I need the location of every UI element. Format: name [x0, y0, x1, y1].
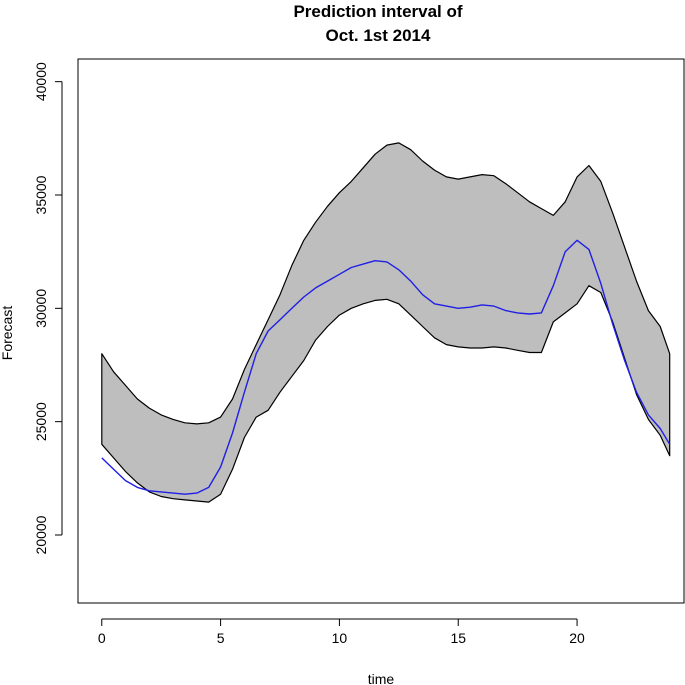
forecast-line — [101, 239, 671, 495]
x-tick-label: 15 — [450, 630, 466, 646]
y-tick-label: 35000 — [33, 175, 49, 214]
x-tick-label: 5 — [217, 630, 225, 646]
y-axis-label: Forecast — [0, 306, 15, 361]
plot-frame — [77, 58, 685, 604]
x-axis-label: time — [368, 671, 395, 685]
chart-title-line-2: Oct. 1st 2014 — [326, 26, 431, 45]
y-tick-label: 40000 — [33, 62, 49, 101]
y-tick-label: 25000 — [33, 402, 49, 441]
y-tick-label: 20000 — [33, 515, 49, 554]
y-tick-label: 30000 — [33, 289, 49, 328]
x-tick-label: 20 — [569, 630, 585, 646]
x-axis: 0 5 10 15 20 — [98, 618, 585, 646]
plot-area — [101, 142, 671, 503]
prediction-band — [101, 142, 671, 503]
y-axis: 20000 25000 30000 35000 40000 — [33, 62, 63, 554]
x-tick-label: 0 — [98, 630, 106, 646]
chart-title-line-1: Prediction interval of — [293, 2, 462, 21]
x-tick-label: 10 — [332, 630, 348, 646]
